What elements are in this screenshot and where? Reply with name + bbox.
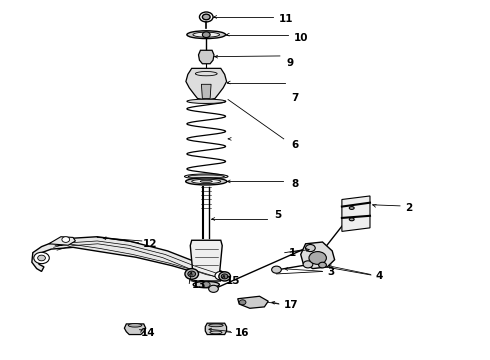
- Polygon shape: [124, 324, 146, 334]
- Polygon shape: [238, 296, 268, 308]
- Ellipse shape: [187, 31, 225, 39]
- Circle shape: [62, 237, 70, 242]
- Ellipse shape: [209, 324, 223, 327]
- Circle shape: [209, 285, 219, 292]
- Circle shape: [309, 252, 326, 264]
- Text: 11: 11: [279, 14, 294, 24]
- Text: 1: 1: [289, 248, 296, 258]
- Ellipse shape: [349, 218, 354, 221]
- Text: 4: 4: [376, 271, 383, 281]
- Polygon shape: [190, 240, 222, 281]
- Circle shape: [303, 261, 313, 268]
- Ellipse shape: [349, 207, 354, 210]
- Circle shape: [221, 274, 228, 279]
- Ellipse shape: [192, 179, 221, 184]
- Text: 17: 17: [284, 300, 298, 310]
- Polygon shape: [342, 196, 370, 231]
- Circle shape: [34, 252, 49, 264]
- Text: 10: 10: [294, 33, 308, 43]
- Ellipse shape: [193, 282, 220, 288]
- Circle shape: [306, 244, 315, 252]
- Circle shape: [318, 262, 326, 268]
- Text: 2: 2: [405, 203, 412, 213]
- Circle shape: [188, 271, 196, 277]
- Text: 5: 5: [274, 211, 281, 220]
- Ellipse shape: [128, 324, 142, 327]
- Text: 8: 8: [291, 179, 298, 189]
- Text: 16: 16: [235, 328, 250, 338]
- Circle shape: [215, 271, 226, 280]
- Text: 15: 15: [225, 276, 240, 286]
- Circle shape: [38, 255, 46, 261]
- Ellipse shape: [193, 32, 220, 37]
- Polygon shape: [49, 237, 75, 245]
- Text: 12: 12: [143, 239, 158, 249]
- Polygon shape: [201, 84, 211, 99]
- Text: 3: 3: [327, 267, 335, 277]
- Circle shape: [202, 14, 210, 20]
- Circle shape: [239, 300, 246, 305]
- Polygon shape: [186, 68, 226, 100]
- Ellipse shape: [185, 269, 198, 279]
- Ellipse shape: [187, 99, 225, 103]
- Circle shape: [271, 266, 281, 273]
- Ellipse shape: [186, 178, 227, 185]
- Text: 7: 7: [291, 94, 298, 103]
- Text: 6: 6: [291, 140, 298, 149]
- Text: 13: 13: [192, 280, 206, 289]
- Circle shape: [202, 282, 210, 287]
- Ellipse shape: [219, 272, 230, 281]
- Text: 14: 14: [141, 328, 155, 338]
- Circle shape: [202, 32, 210, 37]
- Polygon shape: [198, 50, 214, 64]
- Polygon shape: [205, 323, 226, 334]
- Ellipse shape: [184, 174, 228, 179]
- Polygon shape: [301, 242, 335, 269]
- Text: 9: 9: [286, 58, 294, 68]
- Ellipse shape: [200, 180, 212, 183]
- Polygon shape: [32, 237, 225, 280]
